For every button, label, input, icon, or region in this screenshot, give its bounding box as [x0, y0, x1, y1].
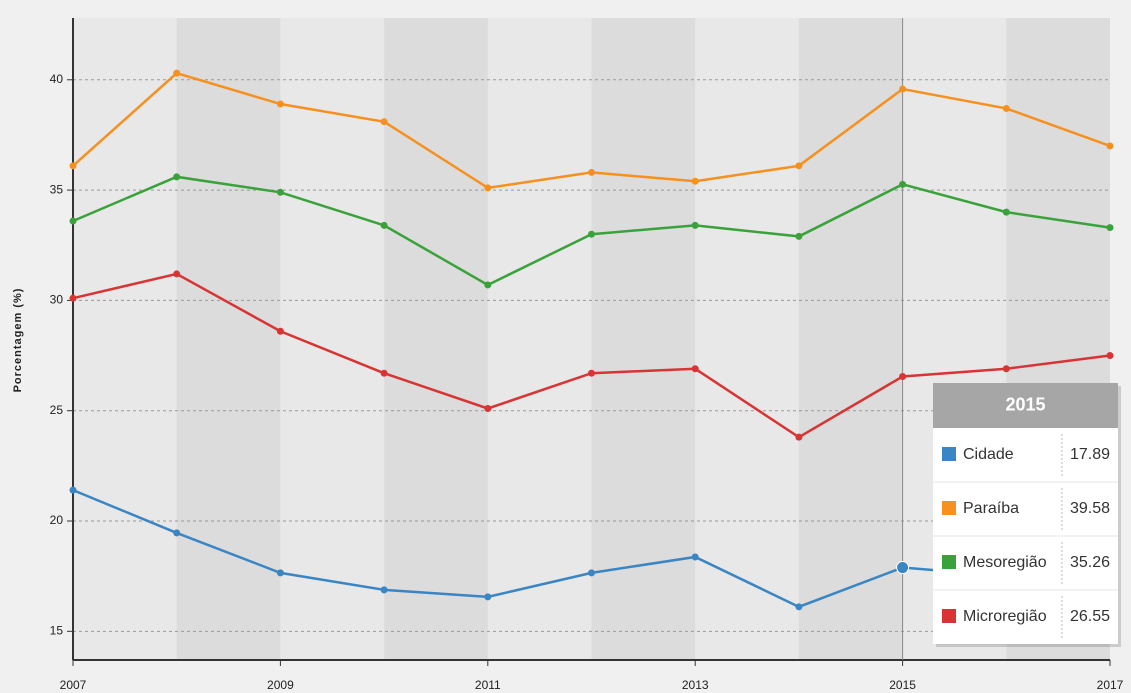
tooltip-value: 17.89	[1070, 446, 1110, 463]
x-tick-label: 2007	[60, 678, 87, 692]
y-axis-label: Porcentagem (%)	[12, 288, 24, 393]
tooltip-name: Paraíba	[963, 500, 1019, 517]
point	[69, 294, 77, 302]
point	[691, 553, 699, 561]
point	[1106, 352, 1114, 360]
point	[588, 168, 595, 176]
x-tick-label: 2009	[267, 678, 294, 692]
point	[795, 603, 803, 611]
point	[1002, 104, 1010, 112]
point	[899, 85, 907, 93]
point	[795, 232, 803, 240]
band	[591, 18, 696, 660]
x-tick-label: 2011	[475, 678, 501, 692]
tooltip-name: Microregião	[963, 608, 1047, 625]
point	[380, 586, 388, 594]
band	[384, 18, 488, 660]
point	[484, 281, 492, 289]
tooltip-value: 26.55	[1070, 608, 1110, 625]
point	[69, 486, 77, 494]
point	[1002, 208, 1010, 216]
point	[484, 404, 492, 412]
point	[691, 177, 699, 185]
point	[1002, 365, 1010, 373]
tooltip-name: Mesoregião	[963, 554, 1047, 571]
point	[173, 270, 181, 278]
x-tick-label: 2013	[682, 678, 709, 692]
x-tick-label: 2017	[1097, 678, 1124, 692]
tooltip-value: 35.26	[1070, 554, 1110, 571]
point	[691, 365, 699, 373]
point	[484, 593, 492, 601]
point	[1106, 142, 1114, 150]
point	[1106, 224, 1114, 232]
tooltip-title: 2015	[1005, 394, 1045, 414]
point	[899, 180, 907, 188]
tooltip-swatch	[942, 555, 956, 569]
point	[588, 369, 595, 377]
y-tick-label: 15	[50, 623, 64, 637]
band	[176, 18, 281, 660]
y-tick-label: 25	[50, 403, 64, 417]
tooltip-swatch	[942, 501, 956, 515]
y-tick-label: 30	[50, 293, 64, 307]
band	[798, 18, 903, 660]
point	[380, 118, 388, 126]
point	[173, 529, 181, 537]
point	[69, 217, 77, 225]
point	[173, 173, 181, 181]
tooltip-swatch	[942, 609, 956, 623]
y-tick-label: 40	[50, 72, 64, 86]
point	[896, 561, 910, 575]
point	[276, 327, 284, 335]
tooltip-name: Cidade	[963, 446, 1014, 463]
y-tick-label: 35	[50, 182, 64, 196]
point	[173, 69, 181, 77]
point	[276, 569, 284, 577]
point	[484, 184, 492, 192]
point	[588, 569, 595, 577]
point	[380, 221, 388, 229]
x-tick-label: 2015	[889, 678, 916, 692]
point	[795, 162, 803, 170]
tooltip-swatch	[942, 447, 956, 461]
point	[380, 369, 388, 377]
point	[588, 230, 595, 238]
point	[691, 221, 699, 229]
tooltip: 2015 Cidade 17.89 Paraíba 39.58 Mesoregião 35.…	[933, 383, 1121, 647]
point	[276, 188, 284, 196]
point	[899, 373, 907, 381]
tooltip-value: 39.58	[1070, 500, 1110, 517]
point	[795, 433, 803, 441]
y-tick-label: 20	[50, 513, 64, 527]
tooltip-header	[933, 383, 1118, 428]
point	[69, 162, 77, 170]
point	[276, 100, 284, 108]
